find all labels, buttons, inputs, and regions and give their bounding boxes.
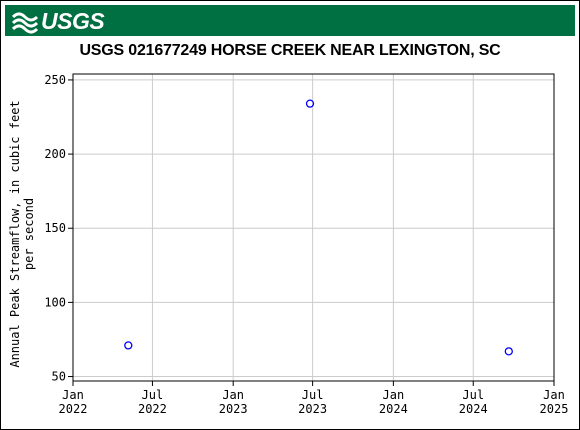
x-tick-label-year: 2024 [459,402,488,416]
x-tick-label-month: Jan [543,388,565,402]
x-tick-label-year: 2023 [298,402,327,416]
plot-area-border [72,73,555,382]
y-tick-label: 100 [44,295,66,309]
usgs-logo-text: USGS [41,7,105,34]
usgs-logo-icon [12,12,38,34]
x-tick-label-month: Jul [462,388,484,402]
data-point [305,99,315,108]
x-tick-label-year: 2022 [138,402,167,416]
x-tick-label-month: Jan [222,388,244,402]
y-tick-label: 250 [44,73,66,87]
x-tick-label-year: 2024 [379,402,408,416]
chart-title: USGS 021677249 HORSE CREEK NEAR LEXINGTO… [79,42,501,59]
data-point [124,341,133,350]
data-point [504,347,513,356]
x-tick-label-year: 2025 [540,402,569,416]
x-tick-label-month: Jul [302,388,324,402]
usgs-logo: USGS [12,7,105,35]
x-tick-label-month: Jul [142,388,164,402]
usgs-banner: USGS [5,5,575,36]
x-tick-label-year: 2022 [59,402,88,416]
y-tick-label: 150 [44,221,66,235]
y-tick-label: 200 [44,147,66,161]
x-tick-label-month: Jan [383,388,405,402]
x-tick-label-year: 2023 [219,402,248,416]
x-tick-label-month: Jan [62,388,84,402]
y-tick-label: 50 [52,370,66,384]
